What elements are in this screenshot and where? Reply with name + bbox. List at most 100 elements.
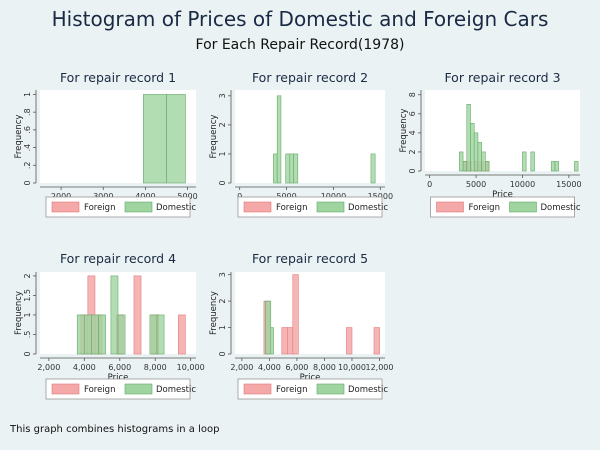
footnote: This graph combines histograms in a loop (10, 424, 220, 435)
y-tick-label: .8 (23, 108, 32, 116)
legend-swatch-foreign (436, 201, 464, 213)
y-axis-label: Frequency (209, 291, 219, 335)
panel-title: For repair record 4 (60, 251, 176, 266)
y-axis-label: Frequency (209, 115, 219, 159)
domestic-bar (530, 151, 535, 172)
x-tick-label: 5000 (466, 180, 486, 189)
y-tick-label: 1 (218, 151, 227, 156)
domestic-bar (289, 153, 294, 184)
foreign-bar (286, 327, 294, 355)
panel-title: For repair record 5 (252, 251, 368, 266)
domestic-bar (276, 95, 282, 184)
legend-box (237, 196, 383, 218)
histogram-panel-3: For repair record 3 0 5000 10000 15000 0 2 4 6 8 F… (399, 70, 582, 218)
domestic-bar (574, 161, 579, 172)
y-tick-label: .4 (23, 144, 32, 152)
legend-label-foreign: Foreign (84, 385, 115, 395)
legend: Foreign Domestic (237, 378, 388, 400)
domestic-bar (91, 314, 99, 355)
domestic-bar (110, 275, 119, 355)
foreign-bar (373, 327, 380, 355)
x-tick-label: 2000 (51, 192, 71, 201)
y-tick-label: 1 (218, 325, 227, 330)
y-tick-label: .2 (23, 161, 32, 169)
x-tick-label: 12,000 (365, 363, 393, 372)
legend-label-domestic: Domestic (156, 385, 196, 395)
y-tick-label: .6 (23, 126, 32, 134)
x-tick-label: 5000 (276, 192, 296, 201)
plot-region (425, 90, 580, 171)
y-tick-label: 2 (408, 149, 417, 154)
domestic-bar (550, 161, 556, 172)
x-tick-label: 10,000 (338, 363, 366, 372)
domestic-bar (76, 314, 85, 355)
y-tick-label: 4 (408, 130, 417, 135)
legend-swatch-domestic (316, 201, 345, 213)
x-tick-label: 2,000 (37, 363, 60, 372)
legend-label-domestic: Domestic (541, 203, 581, 213)
x-tick-label: 0 (237, 192, 242, 201)
domestic-bar (166, 94, 186, 184)
y-tick-label: 2 (218, 299, 227, 304)
y-tick-label: 1.5 (23, 289, 32, 302)
legend-swatch-domestic (124, 383, 153, 395)
y-tick-label: .5 (23, 331, 32, 339)
legend-label-domestic: Domestic (156, 203, 196, 213)
legend-box (430, 196, 575, 218)
panel-title: For repair record 3 (444, 70, 560, 85)
histogram-panel-2: For repair record 2 0 5000 10000 15000 0 1 2 3 Fr… (209, 70, 393, 218)
legend: Foreign Domestic (430, 196, 581, 218)
domestic-bar (149, 314, 158, 355)
legend-swatch-foreign (243, 383, 272, 395)
plot-region (235, 90, 385, 183)
x-axis-label: Price (492, 190, 513, 200)
x-tick-label: 5000 (177, 192, 197, 201)
domestic-bar (285, 153, 291, 184)
panel-title: For repair record 1 (60, 70, 176, 85)
legend-label-domestic: Domestic (348, 203, 388, 213)
x-axis-label: Price (300, 373, 321, 383)
legend-swatch-foreign (51, 201, 80, 213)
domestic-bar (84, 314, 92, 355)
legend-box (45, 378, 191, 400)
y-tick-label: 0 (23, 351, 32, 356)
domestic-bar (481, 151, 486, 172)
x-tick-label: 2,000 (230, 363, 253, 372)
foreign-bar (292, 274, 299, 355)
domestic-bar (293, 153, 299, 184)
legend-label-foreign: Foreign (276, 203, 307, 213)
domestic-bar (477, 142, 482, 172)
legend: Foreign Domestic (45, 378, 196, 400)
x-tick-label: 10000 (510, 180, 535, 189)
histogram-panel-4: For repair record 4 2,000 4,000 6,000 8,000 1… (14, 251, 205, 400)
legend: Foreign Domestic (45, 196, 196, 218)
domestic-bar (370, 153, 376, 184)
y-tick-label: 3 (218, 93, 227, 98)
y-tick-label: 3 (218, 272, 227, 277)
legend-box (237, 378, 383, 400)
y-tick-label: 0 (218, 351, 227, 356)
panel-title: For repair record 2 (252, 70, 368, 85)
domestic-bar (270, 327, 274, 355)
y-axis-label: Frequency (14, 115, 24, 159)
x-tick-label: 10000 (321, 192, 346, 201)
x-tick-label: 4,000 (73, 363, 96, 372)
chart-title: Histogram of Prices of Domestic and Fore… (51, 7, 549, 31)
x-axis-label: Price (108, 373, 129, 383)
legend: Foreign Domestic (237, 196, 388, 218)
y-tick-label: 0 (408, 168, 417, 173)
domestic-bar (470, 123, 475, 172)
legend-swatch-domestic (316, 383, 345, 395)
domestic-bar (459, 151, 464, 172)
histogram-panel-5: For repair record 52,000 4,000 6,000 8,000 1… (209, 251, 393, 400)
x-tick-label: 8,000 (313, 363, 336, 372)
foreign-bar (281, 327, 288, 355)
x-tick-label: 8,000 (144, 363, 167, 372)
legend-label-foreign: Foreign (276, 385, 307, 395)
foreign-bar (177, 314, 186, 355)
legend-swatch-foreign (243, 201, 272, 213)
histogram-panel-1: For repair record 1 2000 3000 4000 5000 0 .2 .4… (14, 70, 198, 218)
domestic-bar (466, 103, 471, 172)
y-tick-label: 1 (23, 92, 32, 97)
